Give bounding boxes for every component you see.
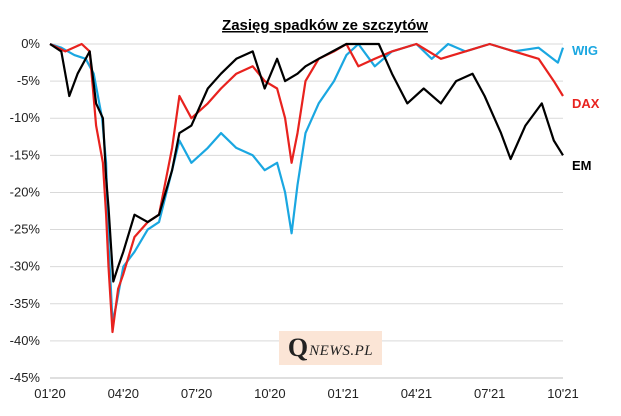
x-tick-label: 01'21 bbox=[327, 386, 358, 401]
x-axis-ticks: 01'20 04'20 07'20 10'20 01'21 04'21 07'21 10'21 bbox=[34, 386, 578, 401]
y-tick-label: -5% bbox=[17, 73, 41, 88]
y-tick-label: -40% bbox=[10, 333, 41, 348]
x-tick-label: 10'20 bbox=[254, 386, 285, 401]
series-line-em bbox=[49, 42, 564, 283]
series-label-wig: WIG bbox=[572, 43, 598, 58]
series-lines bbox=[49, 42, 565, 334]
y-tick-label: -30% bbox=[10, 259, 41, 274]
y-tick-label: -15% bbox=[10, 147, 41, 162]
y-tick-label: -10% bbox=[10, 110, 41, 125]
series-labels: WIG DAX EM bbox=[572, 43, 600, 173]
x-tick-label: 04'21 bbox=[401, 386, 432, 401]
x-tick-label: 07'20 bbox=[181, 386, 212, 401]
watermark-text: NEWS.PL bbox=[309, 342, 374, 359]
chart-title: Zasięg spadków ze szczytów bbox=[222, 17, 428, 34]
gridlines bbox=[50, 43, 563, 342]
series-line-wig bbox=[49, 42, 565, 324]
y-tick-label: -45% bbox=[10, 370, 41, 385]
x-tick-label: 10'21 bbox=[547, 386, 578, 401]
y-tick-label: -35% bbox=[10, 296, 41, 311]
y-tick-label: -20% bbox=[10, 184, 41, 199]
series-label-em: EM bbox=[572, 158, 592, 173]
watermark-q: Q bbox=[287, 333, 309, 362]
y-tick-label: 0% bbox=[21, 36, 40, 51]
y-axis-ticks: 0% -5% -10% -15% -20% -25% -30% -35% -40% -45% bbox=[10, 36, 41, 385]
x-tick-label: 01'20 bbox=[34, 386, 65, 401]
series-line-dax bbox=[49, 42, 564, 334]
y-tick-label: -25% bbox=[10, 222, 41, 237]
qnews-watermark: Q NEWS.PL bbox=[279, 331, 382, 365]
series-label-dax: DAX bbox=[572, 96, 600, 111]
x-tick-label: 07'21 bbox=[474, 386, 505, 401]
x-tick-label: 04'20 bbox=[108, 386, 139, 401]
